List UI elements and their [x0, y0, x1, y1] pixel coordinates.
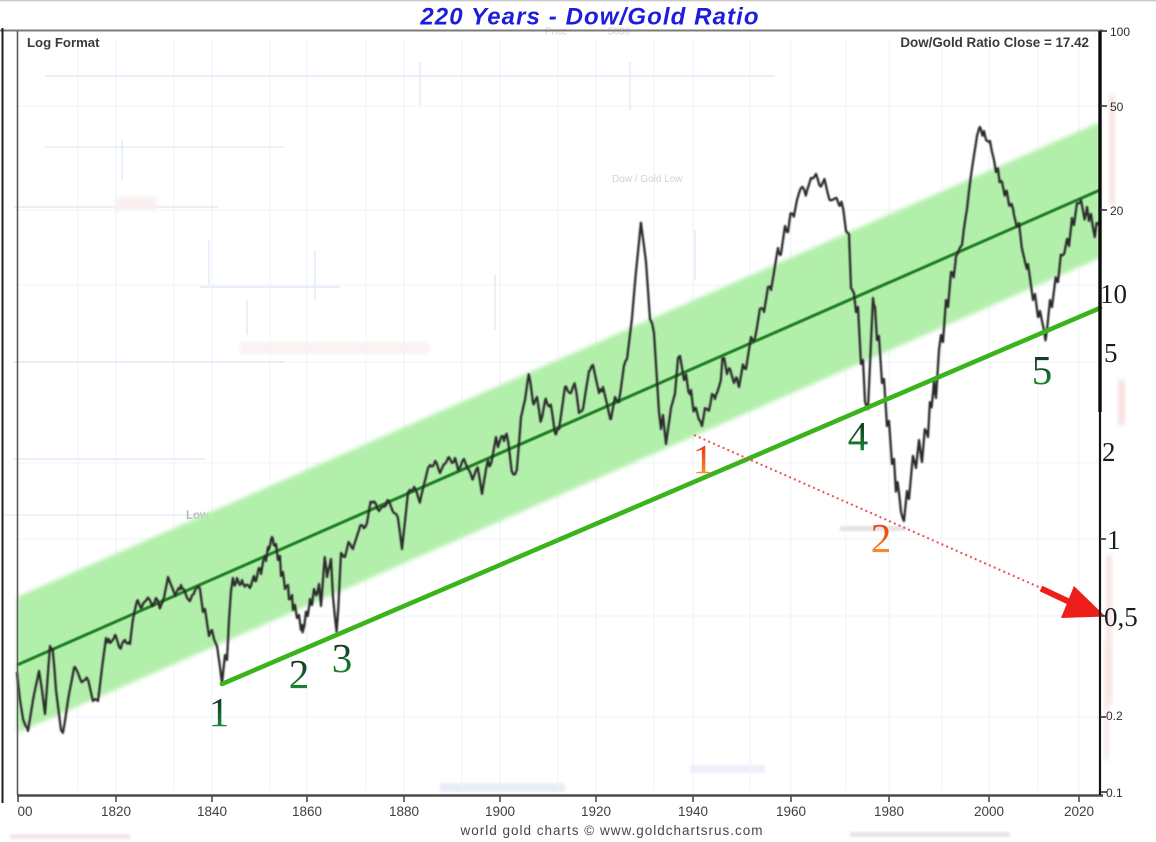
svg-text:2000: 2000	[974, 804, 1004, 819]
svg-text:4: 4	[848, 413, 869, 459]
svg-text:00: 00	[17, 804, 32, 819]
svg-text:1900: 1900	[485, 804, 515, 819]
svg-text:0,5: 0,5	[1104, 602, 1138, 632]
svg-text:10: 10	[1100, 279, 1127, 309]
svg-text:1840: 1840	[197, 804, 227, 819]
svg-text:1940: 1940	[678, 804, 708, 819]
svg-text:world gold charts © www.goldch: world gold charts © www.goldchartsrus.co…	[459, 823, 763, 838]
svg-text:2: 2	[289, 651, 310, 697]
svg-text:5: 5	[1104, 338, 1118, 368]
svg-text:1960: 1960	[776, 804, 806, 819]
svg-text:3: 3	[332, 635, 353, 681]
svg-text:Dow/Gold Ratio Close = 17.42: Dow/Gold Ratio Close = 17.42	[900, 35, 1089, 50]
svg-text:Price: Price	[545, 27, 568, 38]
svg-text:1920: 1920	[581, 804, 611, 819]
svg-text:20: 20	[1110, 204, 1124, 218]
svg-text:2: 2	[1102, 437, 1116, 467]
svg-text:5000: 5000	[608, 27, 631, 38]
svg-text:1980: 1980	[874, 804, 904, 819]
svg-text:50: 50	[1110, 100, 1124, 114]
svg-text:0.1: 0.1	[1106, 786, 1123, 800]
svg-text:1820: 1820	[101, 804, 131, 819]
svg-text:Log Format: Log Format	[27, 35, 100, 50]
svg-text:1: 1	[693, 436, 714, 482]
svg-text:220 Years - Dow/Gold Ratio: 220 Years - Dow/Gold Ratio	[419, 4, 759, 31]
svg-text:1860: 1860	[292, 804, 322, 819]
svg-text:1880: 1880	[389, 804, 419, 819]
svg-text:Dow / Gold Low: Dow / Gold Low	[612, 174, 683, 185]
svg-text:100: 100	[1110, 25, 1130, 39]
svg-text:1: 1	[209, 689, 230, 735]
svg-text:2020: 2020	[1064, 804, 1094, 819]
svg-text:0.2: 0.2	[1106, 709, 1123, 723]
svg-text:2: 2	[871, 515, 892, 561]
svg-text:1: 1	[1107, 525, 1121, 555]
svg-text:5: 5	[1032, 347, 1053, 393]
